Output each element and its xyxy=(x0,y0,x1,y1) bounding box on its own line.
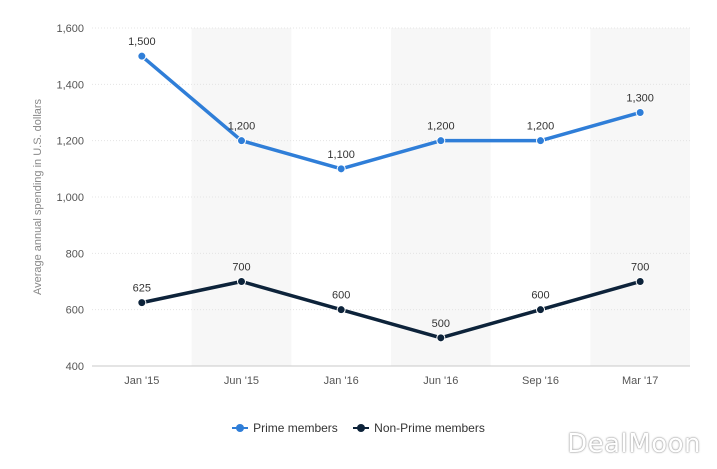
data-point xyxy=(237,277,246,286)
x-tick-label: Jan '16 xyxy=(324,375,359,387)
y-tick-label: 1,600 xyxy=(56,23,84,35)
data-point xyxy=(336,164,346,174)
y-tick-label: 400 xyxy=(66,361,84,373)
legend: Prime members Non-Prime members xyxy=(0,421,717,436)
legend-item-prime[interactable]: Prime members xyxy=(232,421,338,435)
data-label: 500 xyxy=(432,318,450,330)
data-point xyxy=(137,51,147,61)
legend-label-non-prime: Non-Prime members xyxy=(374,421,485,435)
data-label: 1,200 xyxy=(427,121,455,133)
y-tick-label: 600 xyxy=(66,305,84,317)
plot-band xyxy=(590,28,690,366)
data-point xyxy=(336,305,346,315)
data-label: 1,200 xyxy=(527,121,555,133)
x-tick-label: Mar '17 xyxy=(622,375,658,387)
data-label: 1,200 xyxy=(228,121,256,133)
data-label: 1,500 xyxy=(128,36,156,48)
dealmoon-watermark: DealMoon xyxy=(567,429,701,459)
x-tick-label: Sep '16 xyxy=(522,375,559,387)
y-tick-label: 1,000 xyxy=(56,192,84,204)
data-point xyxy=(635,277,645,286)
data-label: 1,300 xyxy=(626,93,654,105)
plot-band xyxy=(191,28,292,366)
series-line xyxy=(140,54,642,171)
data-label: 700 xyxy=(232,262,250,274)
data-point xyxy=(237,136,246,146)
data-label: 1,100 xyxy=(327,149,355,161)
y-tick-label: 1,200 xyxy=(56,136,84,148)
data-label: 625 xyxy=(133,283,151,295)
series-line xyxy=(140,279,642,340)
y-axis-title: Average annual spending in U.S. dollars xyxy=(32,98,44,295)
data-point xyxy=(536,136,545,146)
data-label: 600 xyxy=(332,290,350,302)
legend-swatch-non-prime-icon xyxy=(353,423,370,433)
y-tick-label: 1,400 xyxy=(56,79,84,91)
data-point xyxy=(536,305,545,315)
data-point xyxy=(436,333,446,343)
legend-item-non-prime[interactable]: Non-Prime members xyxy=(353,421,485,435)
x-tick-label: Jun '16 xyxy=(423,375,458,387)
legend-label-prime: Prime members xyxy=(253,421,338,435)
legend-swatch-prime-icon xyxy=(232,423,249,433)
x-tick-label: Jan '15 xyxy=(124,375,159,387)
x-tick-label: Jun '15 xyxy=(224,375,259,387)
data-label: 700 xyxy=(631,262,649,274)
y-tick-label: 800 xyxy=(66,248,84,260)
data-point xyxy=(436,136,446,146)
data-point xyxy=(137,298,147,308)
data-point xyxy=(635,108,645,117)
data-label: 600 xyxy=(531,290,549,302)
